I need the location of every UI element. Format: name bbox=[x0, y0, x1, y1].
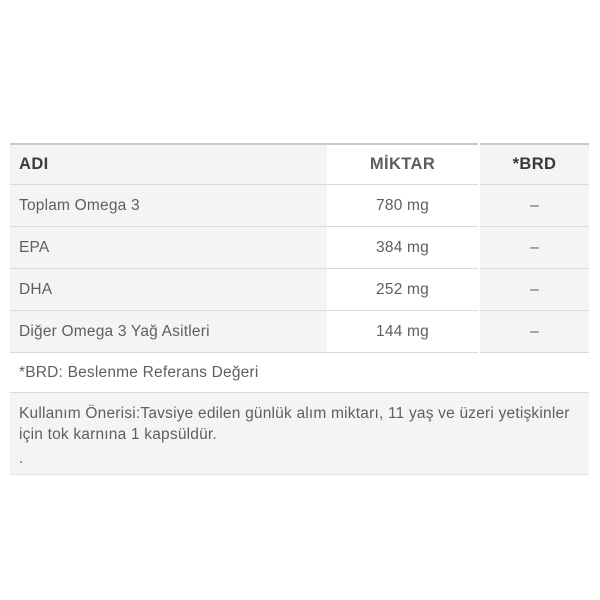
nutrient-amount: 384 mg bbox=[327, 226, 479, 269]
nutrient-name: Diğer Omega 3 Yağ Asitleri bbox=[10, 310, 327, 353]
table-row-dha: DHA 252 mg – bbox=[10, 268, 589, 311]
nutrient-brd: – bbox=[478, 226, 589, 269]
nutrient-amount: 144 mg bbox=[327, 310, 479, 353]
table-row-toplam-omega-3: Toplam Omega 3 780 mg – bbox=[10, 184, 589, 227]
supplement-facts-panel: ADI MİKTAR *BRD Toplam Omega 3 780 mg – … bbox=[10, 143, 589, 475]
table-row-epa: EPA 384 mg – bbox=[10, 226, 589, 269]
nutrition-table: ADI MİKTAR *BRD Toplam Omega 3 780 mg – … bbox=[10, 143, 589, 475]
column-header-brd: *BRD bbox=[478, 144, 589, 185]
table-row-diger-omega-3: Diğer Omega 3 Yağ Asitleri 144 mg – bbox=[10, 310, 589, 353]
column-header-miktar: MİKTAR bbox=[327, 144, 479, 185]
nutrient-brd: – bbox=[478, 310, 589, 353]
column-header-adi: ADI bbox=[10, 144, 327, 185]
brd-footnote: *BRD: Beslenme Referans Değeri bbox=[10, 352, 589, 393]
footnote-row: *BRD: Beslenme Referans Değeri bbox=[10, 352, 589, 393]
nutrient-name: Toplam Omega 3 bbox=[10, 184, 327, 227]
nutrient-brd: – bbox=[478, 184, 589, 227]
nutrient-name: EPA bbox=[10, 226, 327, 269]
nutrient-brd: – bbox=[478, 268, 589, 311]
usage-note-cell: Kullanım Önerisi:Tavsiye edilen günlük a… bbox=[10, 392, 589, 475]
nutrient-amount: 252 mg bbox=[327, 268, 479, 311]
nutrient-amount: 780 mg bbox=[327, 184, 479, 227]
usage-note-text: Kullanım Önerisi:Tavsiye edilen günlük a… bbox=[19, 405, 570, 443]
usage-note-row: Kullanım Önerisi:Tavsiye edilen günlük a… bbox=[10, 392, 589, 475]
table-header-row: ADI MİKTAR *BRD bbox=[10, 144, 589, 185]
nutrient-name: DHA bbox=[10, 268, 327, 311]
usage-note-trailing-dot: . bbox=[19, 450, 24, 467]
